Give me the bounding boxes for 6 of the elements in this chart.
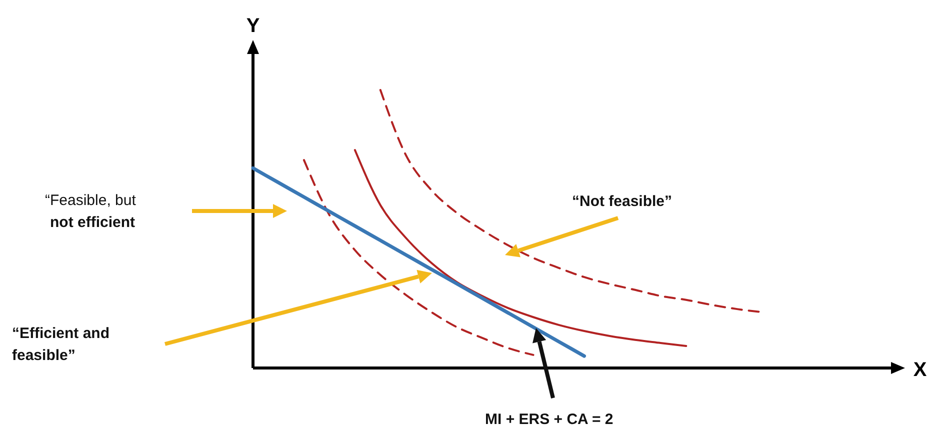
x-axis-title: X bbox=[913, 359, 928, 381]
text: MI + ERS + CA = 2 bbox=[485, 411, 614, 428]
text: “Efficient and feasible” bbox=[12, 325, 110, 364]
text: “Feasible, but not efficient bbox=[45, 192, 137, 231]
annotation: “Not feasible” bbox=[572, 193, 672, 210]
y-axis-title: Y bbox=[246, 15, 260, 37]
